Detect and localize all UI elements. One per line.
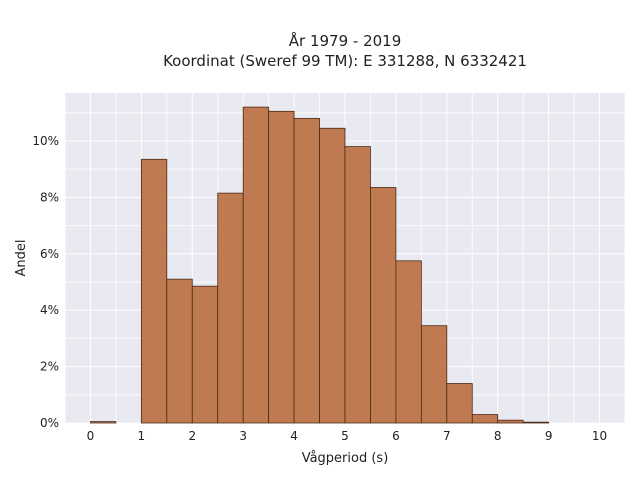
histogram-bar xyxy=(293,117,320,424)
x-tick-label: 10 xyxy=(592,429,607,443)
y-tick-label: 8% xyxy=(40,190,59,204)
histogram-bar xyxy=(319,127,346,424)
histogram-bar xyxy=(140,158,168,424)
histogram-bar xyxy=(166,278,193,424)
y-tick-label: 0% xyxy=(40,416,59,430)
chart-subtitle: Koordinat (Sweref 99 TM): E 331288, N 63… xyxy=(163,52,527,70)
x-tick-label: 5 xyxy=(341,429,349,443)
histogram-bar xyxy=(90,421,117,424)
x-tick-label: 1 xyxy=(138,429,146,443)
histogram-bar xyxy=(268,110,295,424)
histogram-bar xyxy=(217,192,244,424)
y-tick-label: 4% xyxy=(40,303,59,317)
x-tick-label: 3 xyxy=(239,429,247,443)
histogram-bar xyxy=(370,187,397,424)
x-tick-label: 0 xyxy=(87,429,95,443)
y-tick-label: 2% xyxy=(40,360,59,374)
x-tick-label: 7 xyxy=(443,429,451,443)
x-tick-labels: 0 1 2 3 4 5 6 7 8 9 10 xyxy=(87,429,608,443)
histogram-bar xyxy=(446,383,473,424)
x-tick-label: 6 xyxy=(392,429,400,443)
bars xyxy=(90,106,550,424)
y-tick-label: 10% xyxy=(32,134,59,148)
y-tick-labels: 0% 2% 4% 6% 8% 10% xyxy=(32,134,59,430)
x-axis-label: Vågperiod (s) xyxy=(302,451,389,466)
histogram-bar xyxy=(242,106,270,424)
chart-title: År 1979 - 2019 xyxy=(289,31,402,50)
histogram-bar xyxy=(191,285,219,424)
histogram-bar xyxy=(497,419,524,424)
x-tick-label: 8 xyxy=(494,429,502,443)
y-tick-label: 6% xyxy=(40,247,59,261)
x-tick-label: 2 xyxy=(188,429,196,443)
histogram-bar xyxy=(471,414,499,424)
y-axis-label: Andel xyxy=(14,240,29,277)
x-tick-label: 4 xyxy=(290,429,298,443)
histogram-bar xyxy=(395,260,422,424)
x-tick-label: 9 xyxy=(545,429,553,443)
histogram-bar xyxy=(344,146,371,424)
histogram-bar xyxy=(420,325,448,424)
histogram-bar xyxy=(522,421,550,424)
